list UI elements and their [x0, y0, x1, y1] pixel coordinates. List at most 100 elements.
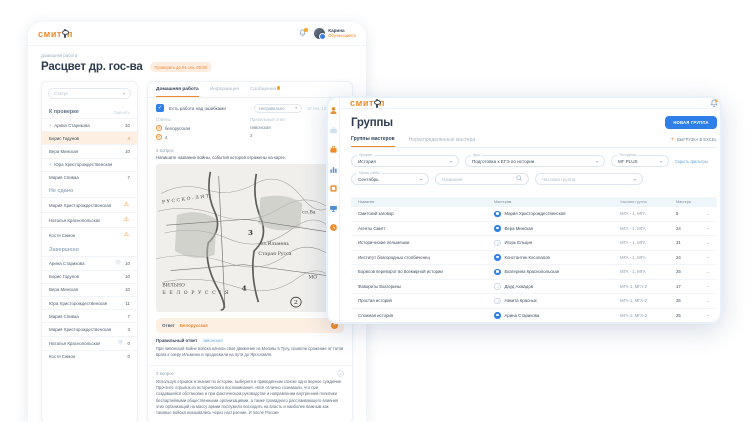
person-icon[interactable]: [328, 105, 339, 116]
student-list-item[interactable]: Борис Годунов 4: [42, 131, 137, 145]
groups-tab-0[interactable]: Группы мастеров: [351, 136, 395, 147]
eye-icon[interactable]: 👁: [117, 340, 124, 347]
radio-icon[interactable]: [494, 225, 501, 232]
tab-2[interactable]: Сообщения: [250, 86, 281, 97]
student-list-item[interactable]: Наталья Краснопольская ⚠: [42, 212, 137, 227]
table-row[interactable]: Предельно сложная историяНаталья КлёнкоМ…: [351, 323, 717, 324]
masters-count: 25: [676, 298, 681, 304]
user-menu[interactable]: Карина Обучающийся: [314, 28, 356, 40]
clock-icon[interactable]: [328, 222, 339, 233]
new-group-button[interactable]: НОВАЯ ГРУППА: [665, 116, 717, 129]
group-type-filter[interactable]: Тип группы МГ PLUS ▾: [611, 152, 669, 167]
bell-icon[interactable]: [298, 28, 309, 38]
bag-icon[interactable]: [328, 144, 339, 155]
time-group-filter[interactable]: Часовая группа ▾: [535, 173, 643, 185]
row-menu-icon[interactable]: ⌄: [706, 268, 710, 274]
row-menu-icon[interactable]: ⌄: [706, 239, 710, 245]
search-icon[interactable]: [516, 175, 522, 183]
student-list-item[interactable]: + Арина Старикова 10: [42, 118, 137, 131]
error-work-label: Есть работа над ошибками: [169, 105, 226, 111]
student-group-action[interactable]: Оценить: [113, 109, 130, 115]
table-row[interactable]: Простая история Никита Красных МГА-1, МГА-…: [351, 294, 717, 309]
more-icon[interactable]: ⌄: [337, 369, 344, 377]
chart-icon[interactable]: [328, 164, 339, 175]
tab-1[interactable]: Информация: [209, 87, 240, 92]
student-list-item[interactable]: Борис Годунов 10: [42, 269, 137, 283]
hour-group: МГА - 1, МГА: [620, 269, 646, 275]
hide-filters-link[interactable]: Скрыть фильтры: [675, 158, 708, 164]
close-icon[interactable]: ×: [331, 322, 338, 329]
student-list-item[interactable]: Мария Спиваа 7: [42, 170, 137, 184]
presentation-icon[interactable]: [328, 203, 339, 214]
row-menu-icon[interactable]: ⌄: [706, 225, 710, 231]
student-list-item[interactable]: Костя Симон ⚠: [42, 227, 137, 242]
master-name: Мария Христорождественская: [504, 211, 566, 217]
row-menu-icon[interactable]: ⌄: [706, 283, 710, 289]
radio-icon[interactable]: [494, 312, 501, 319]
export-excel-link[interactable]: + ВЫГРУЗКА В EXCEL: [671, 137, 717, 146]
group-name: Агенты Смитт: [358, 225, 386, 231]
student-list-item[interactable]: Арина Старикова 👁 10: [42, 255, 137, 270]
table-row[interactable]: Борисов переворот во всемирной истории Ек…: [351, 265, 717, 280]
table-row[interactable]: Сложная история Арина Старикова МГА-1, МГА…: [351, 309, 717, 323]
homework-content-panel: Домашняя работа Информация Сообщения ✓ Ест…: [147, 81, 353, 422]
table-row[interactable]: Исторические пельмешки Игорь Ельцин МГА - …: [351, 236, 717, 251]
app-logo[interactable]: смит п: [350, 98, 385, 108]
table-row[interactable]: Агенты Смитт Вера Минская МГА - 1, МГА 24 ⌄: [351, 222, 717, 236]
hour-group: МГА - 1, МГА: [620, 240, 646, 246]
app-logo[interactable]: смит п: [38, 29, 73, 39]
tab-0[interactable]: Домашняя работа: [156, 87, 199, 97]
breadcrumb[interactable]: Домашняя работа: [41, 53, 78, 58]
table-row[interactable]: Институт благородных столбиченец Констант…: [351, 251, 717, 265]
expand-icon[interactable]: +: [49, 162, 52, 168]
student-list-item[interactable]: Вера Минская 10: [42, 144, 137, 157]
table-row[interactable]: Фавориты Екатерины Дауд Ахмадов МГА-1, МГА…: [351, 280, 717, 294]
student-list-item[interactable]: Мария Спиваа 7: [42, 309, 137, 322]
student-name: Юра Христорождественская: [49, 300, 108, 306]
radio-icon[interactable]: [494, 254, 501, 261]
student-list-item[interactable]: Мария Христорождественская ⚠: [42, 196, 137, 212]
answer-value: Белорусская: [179, 323, 208, 328]
student-list-item[interactable]: + Юра Христорождественская: [42, 157, 137, 171]
masters-count: 24: [676, 254, 681, 260]
student-list-item[interactable]: Юра Христорождественская 11: [42, 296, 137, 309]
homework-tabs: Домашняя работа Информация Сообщения: [148, 82, 352, 98]
book-icon[interactable]: [328, 183, 339, 194]
warning-icon: ⚠: [123, 216, 130, 223]
checkbox-checked-icon[interactable]: ✓: [156, 104, 164, 113]
master-cell: Дауд Ахмадов: [494, 283, 620, 290]
svg-text:Старая Русса: Старая Русса: [258, 251, 291, 257]
row-menu-icon[interactable]: ⌄: [706, 312, 710, 318]
radio-icon[interactable]: [494, 297, 501, 304]
question3-text: Используя отрывок и знания по истории, в…: [156, 378, 343, 416]
plus-icon: +: [670, 136, 675, 143]
status-filter-select[interactable]: Статус ▾: [48, 88, 131, 99]
verdict-select[interactable]: Неправильно ▾: [254, 103, 302, 113]
search-input[interactable]: Название: [435, 173, 529, 185]
eye-icon[interactable]: 👁: [114, 260, 122, 267]
briefcase-icon[interactable]: [328, 125, 339, 136]
radio-icon[interactable]: [494, 268, 501, 275]
svg-text:Р У С С К О - Л И Т: Р У С С К О - Л И Т: [162, 193, 210, 205]
student-list-item[interactable]: Наталья Краснопольская 👁 0: [42, 335, 137, 350]
student-list-item[interactable]: Костя Симон 0: [42, 349, 137, 363]
subject-filter[interactable]: Предмет История ▾: [351, 152, 459, 167]
row-menu-icon[interactable]: ⌄: [706, 297, 710, 303]
expand-icon[interactable]: +: [49, 122, 52, 128]
bell-icon[interactable]: [709, 98, 719, 108]
study-month-filter[interactable]: Месяц учёбы Сентябрь ▾: [351, 170, 429, 185]
student-list-item[interactable]: Вера Минская 10: [42, 282, 137, 296]
radio-icon[interactable]: [494, 210, 501, 217]
course-filter[interactable]: Курс Подготовка к ЕГЭ по истории ▾: [465, 152, 605, 167]
radio-icon[interactable]: [494, 283, 501, 290]
master-name: Дауд Ахмадов: [504, 283, 534, 289]
hour-group: МГА - 1, МГА: [620, 211, 646, 217]
radio-icon[interactable]: [494, 239, 501, 246]
row-menu-icon[interactable]: ⌄: [706, 254, 710, 260]
groups-tab-1[interactable]: Нераспределенные мастера: [408, 136, 476, 143]
student-list-item[interactable]: Мария Христорождественская 3: [42, 322, 137, 335]
row-menu-icon[interactable]: ⌄: [706, 210, 710, 216]
table-row[interactable]: Смитский заговор Мария Христорождественск…: [351, 207, 717, 222]
groups-window: смит п Группы НОВАЯ ГРУППА Группы мастеро…: [326, 96, 722, 324]
student-name: Мария Спиваа: [49, 313, 79, 319]
